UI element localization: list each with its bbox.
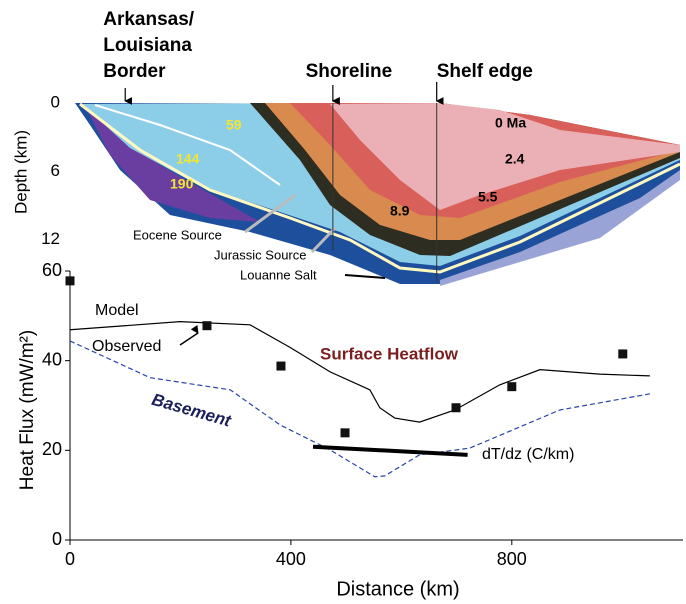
- y-tick-label: 40: [42, 349, 62, 369]
- y-axis-title: Depth (km): [11, 130, 30, 214]
- observed-point: [507, 382, 516, 391]
- series-line: [313, 447, 468, 455]
- y-axis-title: Heat Flux (mW/m²): [17, 330, 38, 490]
- series-label: Model: [95, 302, 139, 319]
- age-label: 144: [176, 151, 200, 167]
- age-label: 190: [170, 176, 194, 192]
- layer-label: Louanne Salt: [240, 267, 317, 282]
- figure: 0 Ma 2.4 5.5 8.9 59 144 190 Eocene Sourc…: [0, 0, 686, 604]
- y-tick-label: 6: [51, 161, 60, 180]
- y-tick-label: 0: [52, 529, 62, 549]
- y-tick-label: 60: [42, 260, 62, 280]
- y-tick-label: 0: [51, 92, 60, 111]
- observed-point: [341, 428, 350, 437]
- layer-label: Eocene Source: [133, 227, 222, 242]
- x-tick-label: 400: [276, 549, 306, 569]
- observed-pointer: [180, 333, 198, 345]
- y-tick-label: 12: [41, 229, 60, 248]
- observed-point: [618, 349, 627, 358]
- x-tick-label: 0: [65, 549, 75, 569]
- series-label: dT/dz (C/km): [482, 446, 574, 463]
- age-label: 59: [226, 117, 242, 133]
- boundary-label: Louisiana: [103, 35, 192, 56]
- page: 0 Ma 2.4 5.5 8.9 59 144 190 Eocene Sourc…: [0, 0, 686, 604]
- y-tick-label: 20: [42, 439, 62, 459]
- boundary-label: Arkansas/: [103, 9, 195, 30]
- age-label: 2.4: [505, 151, 525, 167]
- series-label: Observed: [92, 338, 161, 355]
- boundary-label: Border: [103, 61, 166, 82]
- x-tick-label: 800: [497, 549, 527, 569]
- observed-point: [276, 362, 285, 371]
- layer-label: Jurassic Source: [214, 247, 306, 262]
- age-label: 5.5: [478, 189, 498, 205]
- x-axis-title: Distance (km): [336, 578, 459, 600]
- age-label: 8.9: [390, 203, 410, 219]
- age-label: 0 Ma: [495, 115, 526, 131]
- cross-section: 0 Ma 2.4 5.5 8.9 59 144 190 Eocene Sourc…: [75, 103, 680, 286]
- series-label: Basement: [150, 390, 235, 431]
- annotation: Surface Heatflow: [320, 344, 459, 363]
- boundary-label: Shoreline: [306, 61, 393, 82]
- salt-pointer: [345, 275, 385, 278]
- observed-point: [66, 276, 75, 285]
- boundary-label: Shelf edge: [437, 61, 533, 82]
- observed-point: [202, 321, 211, 330]
- observed-point: [452, 403, 461, 412]
